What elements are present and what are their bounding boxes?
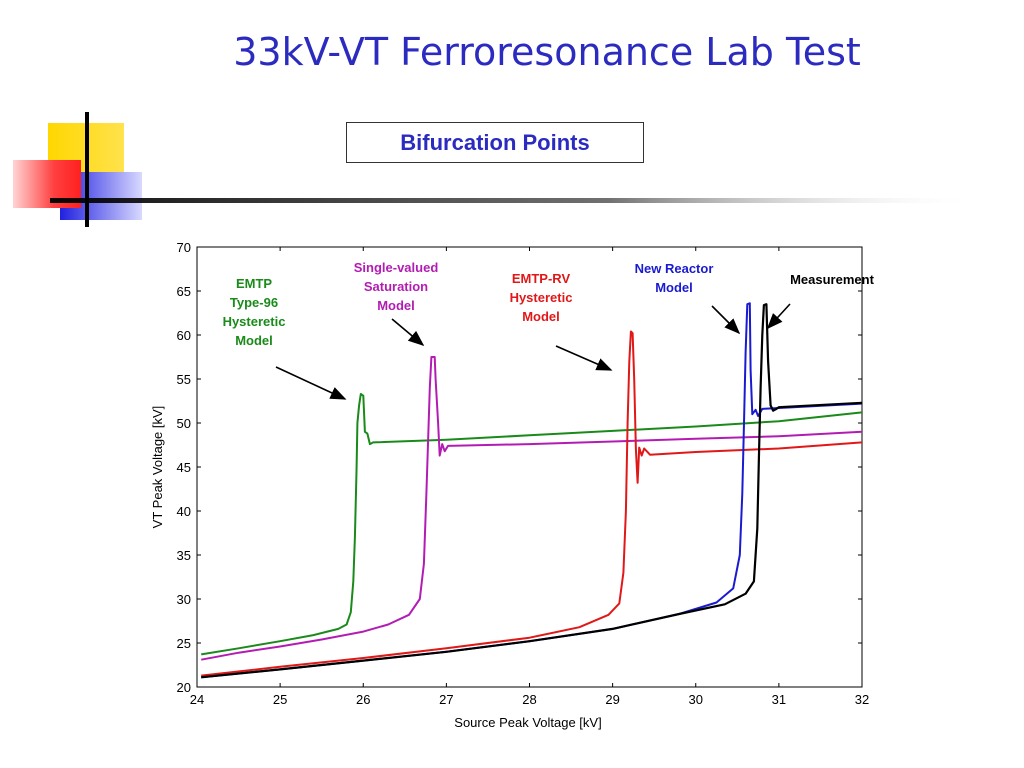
annotation-line: EMTP [236, 276, 272, 291]
annotation-line: EMTP-RV [512, 271, 571, 286]
annotation-arrow-measurement [766, 303, 791, 330]
y-tick-label: 60 [177, 328, 191, 343]
x-tick-label: 29 [605, 692, 619, 707]
decor-vertical-line [85, 112, 89, 227]
annotation-arrow-single_valued [391, 318, 425, 347]
annotation-line: Model [377, 298, 415, 313]
y-tick-label: 70 [177, 240, 191, 255]
x-tick-label: 31 [772, 692, 786, 707]
y-axis-label: VT Peak Voltage [kV] [150, 406, 165, 529]
slide-decoration [13, 112, 980, 227]
annotation-arrow-emtp_rv [555, 345, 613, 371]
y-tick-label: 35 [177, 548, 191, 563]
x-tick-label: 25 [273, 692, 287, 707]
annotation-measurement: Measurement [790, 272, 874, 287]
x-axis-label: Source Peak Voltage [kV] [454, 715, 601, 730]
annotation-line: Saturation [364, 279, 428, 294]
annotation-line: Hysteretic [223, 314, 286, 329]
y-tick-label: 55 [177, 372, 191, 387]
y-tick-label: 40 [177, 504, 191, 519]
annotation-line: Single-valued [354, 260, 439, 275]
y-tick-label: 45 [177, 460, 191, 475]
series-line-measurement [201, 303, 863, 679]
annotation-emtp_type96: EMTP Type-96 Hysteretic Model [223, 276, 286, 348]
slide-title: 33kV-VT Ferroresonance Lab Test [233, 30, 861, 74]
y-tick-label: 25 [177, 636, 191, 651]
y-tick-label: 65 [177, 284, 191, 299]
x-tick-label: 30 [689, 692, 703, 707]
y-tick-label: 20 [177, 680, 191, 695]
annotation-line: Type-96 [230, 295, 278, 310]
x-tick-label: 26 [356, 692, 370, 707]
annotation-line: New Reactor [635, 261, 714, 276]
annotation-line: Model [655, 280, 693, 295]
series-line-emtp_rv [201, 330, 863, 677]
x-tick-label: 28 [522, 692, 536, 707]
annotation-line: Hysteretic [510, 290, 573, 305]
annotation-line: Model [235, 333, 273, 348]
annotation-new_reactor: New Reactor Model [635, 261, 714, 295]
y-tick-label: 50 [177, 416, 191, 431]
plot-area [196, 246, 863, 688]
subtitle-box: Bifurcation Points [346, 122, 644, 163]
series-line-single_valued [201, 356, 863, 661]
annotation-line: Measurement [790, 272, 874, 287]
annotation-arrow-emtp_type96 [275, 366, 347, 400]
decor-horizontal-line [50, 198, 980, 203]
annotation-emtp_rv: EMTP-RV Hysteretic Model [510, 271, 573, 324]
annotation-line: Model [522, 309, 560, 324]
x-tick-label: 24 [190, 692, 204, 707]
series-line-emtp_type96 [201, 393, 863, 656]
annotation-single_valued: Single-valued Saturation Model [354, 260, 439, 313]
annotation-arrow-new_reactor [711, 305, 741, 335]
x-tick-label: 27 [439, 692, 453, 707]
x-tick-label: 32 [855, 692, 869, 707]
y-tick-label: 30 [177, 592, 191, 607]
